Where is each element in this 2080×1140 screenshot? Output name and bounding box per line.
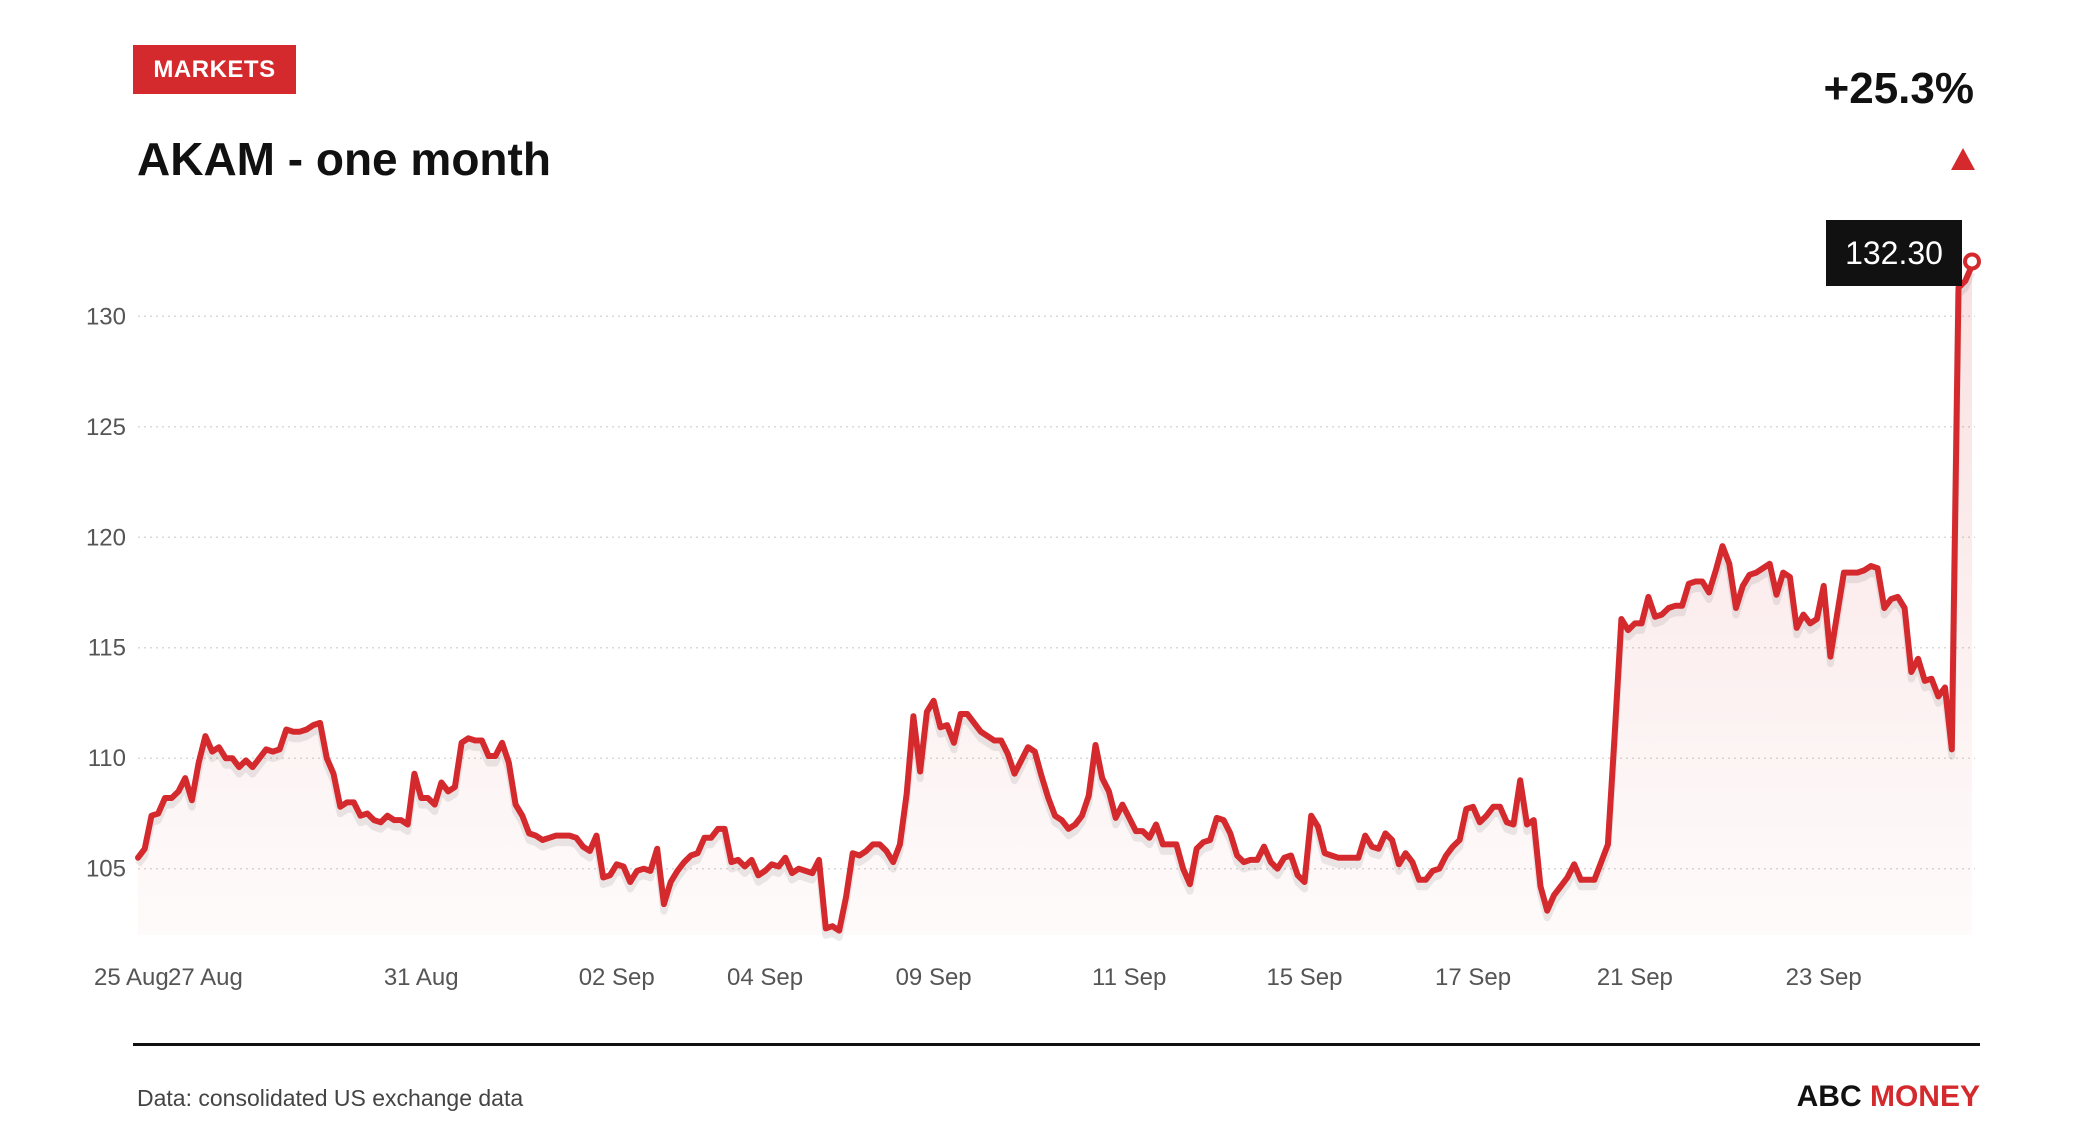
y-tick-label: 110 xyxy=(88,745,126,772)
brand-logo: ABC MONEY xyxy=(1797,1080,1980,1114)
brand-part2: MONEY xyxy=(1869,1080,1980,1113)
x-tick-label: 02 Sep xyxy=(579,964,655,991)
area-fill xyxy=(138,265,1972,935)
last-point-marker xyxy=(1963,252,1981,271)
x-tick-label: 21 Sep xyxy=(1597,964,1673,991)
x-tick-label: 25 Aug xyxy=(94,964,169,991)
footer-rule xyxy=(133,1043,1980,1046)
x-tick-label: 11 Sep xyxy=(1092,964,1166,991)
last-price-label: 132.30 xyxy=(1826,220,1962,286)
y-tick-label: 105 xyxy=(86,856,126,883)
price-line xyxy=(135,262,1975,934)
y-tick-label: 115 xyxy=(88,635,126,662)
percent-change: +25.3% xyxy=(1823,64,1974,113)
x-tick-label: 27 Aug xyxy=(168,964,243,991)
x-tick-label: 04 Sep xyxy=(727,964,803,991)
line-shadow xyxy=(135,271,1976,942)
data-source: Data: consolidated US exchange data xyxy=(137,1085,524,1111)
x-tick-label: 23 Sep xyxy=(1786,964,1862,991)
category-badge: MARKETS xyxy=(133,45,296,94)
y-tick-label: 120 xyxy=(86,524,126,551)
up-arrow-icon xyxy=(1951,148,1975,170)
brand-part1: ABC xyxy=(1796,1080,1870,1113)
x-tick-label: 31 Aug xyxy=(384,964,459,991)
y-tick-label: 130 xyxy=(86,303,126,330)
x-tick-label: 17 Sep xyxy=(1435,964,1511,991)
x-tick-label: 15 Sep xyxy=(1266,964,1342,991)
y-tick-label: 125 xyxy=(86,414,126,441)
x-tick-label: 09 Sep xyxy=(896,964,972,991)
chart-title: AKAM - one month xyxy=(137,133,551,185)
